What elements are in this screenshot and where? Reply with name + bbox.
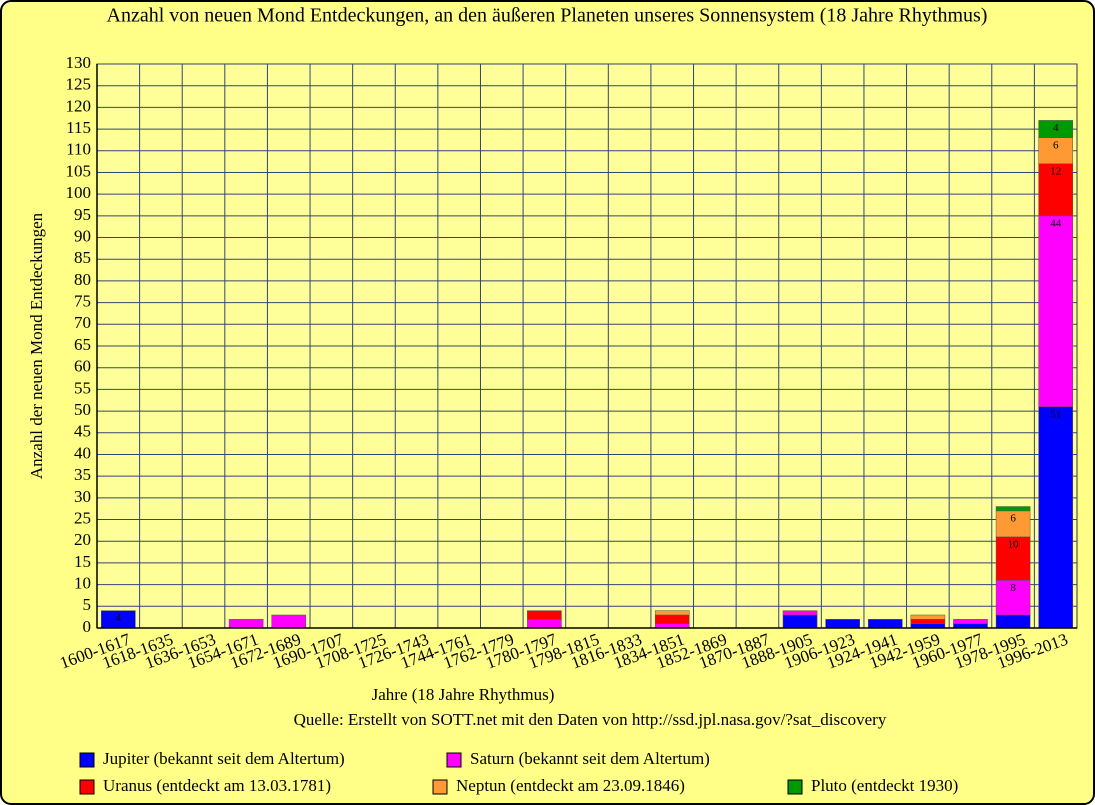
y-tick-label: 25 (74, 508, 91, 527)
legend-swatch (432, 779, 448, 795)
bar-segment (825, 619, 860, 629)
legend-label: Saturn (bekannt seit dem Altertum) (470, 749, 710, 768)
bar-segment (228, 619, 264, 629)
bar-segment (953, 619, 988, 624)
y-tick-label: 0 (83, 617, 92, 636)
y-tick-label: 125 (66, 75, 92, 94)
y-tick-label: 90 (74, 226, 91, 245)
y-tick-label: 65 (74, 335, 91, 354)
bar-segment (527, 619, 562, 629)
y-axis-title: Anzahl der neuen Mond Entdeckungen (27, 212, 46, 479)
y-tick-label: 45 (74, 422, 91, 441)
value-label: 10 (1008, 538, 1020, 550)
bar-segment (995, 614, 1031, 629)
bar-segment (995, 506, 1031, 512)
x-axis-title: Jahre (18 Jahre Rhythmus) (372, 685, 555, 704)
value-label: 12 (1050, 165, 1061, 177)
value-label: 6 (1053, 139, 1059, 151)
y-tick-label: 85 (74, 248, 91, 267)
y-tick-label: 35 (74, 465, 91, 484)
y-tick-label: 60 (74, 357, 91, 376)
legend-label: Jupiter (bekannt seit dem Altertum) (103, 749, 345, 768)
legend-swatch (79, 779, 95, 795)
bar-segment (995, 536, 1031, 581)
y-tick-label: 20 (74, 530, 91, 549)
legend-label: Pluto (entdeckt 1930) (811, 776, 958, 795)
value-label: 51 (1050, 408, 1061, 420)
chart-title: Anzahl von neuen Mond Entdeckungen, an d… (107, 5, 988, 27)
y-tick-label: 75 (74, 292, 91, 311)
y-tick-label: 110 (66, 140, 91, 159)
y-tick-label: 50 (74, 400, 91, 419)
bar-segment (1038, 215, 1073, 407)
legend-swatch (446, 752, 462, 768)
bar-segment (527, 610, 562, 620)
y-tick-label: 100 (66, 183, 92, 202)
value-label: 4 (116, 612, 122, 624)
bar-segment (271, 614, 307, 629)
value-label: 6 (1010, 512, 1016, 524)
source: Quelle: Erstellt von SOTT.net mit den Da… (294, 710, 887, 729)
y-tick-label: 70 (74, 313, 91, 332)
legend-label: Uranus (entdeckt am 13.03.1781) (103, 776, 331, 795)
y-tick-label: 30 (74, 487, 91, 506)
bar-segment (782, 614, 818, 629)
y-tick-label: 95 (74, 205, 91, 224)
bar-segment (867, 619, 903, 629)
y-tick-label: 10 (74, 574, 91, 593)
y-tick-label: 5 (83, 595, 92, 614)
value-label: 4 (1053, 122, 1059, 134)
bar-segment (654, 610, 690, 616)
y-tick-label: 80 (74, 270, 91, 289)
y-tick-label: 15 (74, 552, 91, 571)
bar-segment (995, 510, 1031, 538)
y-tick-label: 105 (66, 161, 92, 180)
bar-segment (654, 614, 690, 624)
value-label: 8 (1010, 582, 1016, 594)
y-tick-label: 115 (66, 118, 91, 137)
bar-segment (995, 580, 1031, 616)
bar-segment (1038, 137, 1073, 165)
bar-segment (782, 610, 818, 616)
legend-swatch (787, 779, 803, 795)
legend-label: Neptun (entdeckt am 23.09.1846) (456, 776, 685, 795)
bar-segment (1038, 120, 1073, 139)
y-tick-label: 120 (66, 96, 92, 115)
bar-segment (910, 614, 946, 620)
bar-segment (910, 619, 946, 624)
y-tick-label: 130 (66, 53, 92, 72)
value-label: 44 (1050, 217, 1062, 229)
y-tick-label: 40 (74, 443, 91, 462)
y-tick-label: 55 (74, 378, 91, 397)
legend-swatch (79, 752, 95, 768)
bar-segment (1038, 406, 1073, 629)
